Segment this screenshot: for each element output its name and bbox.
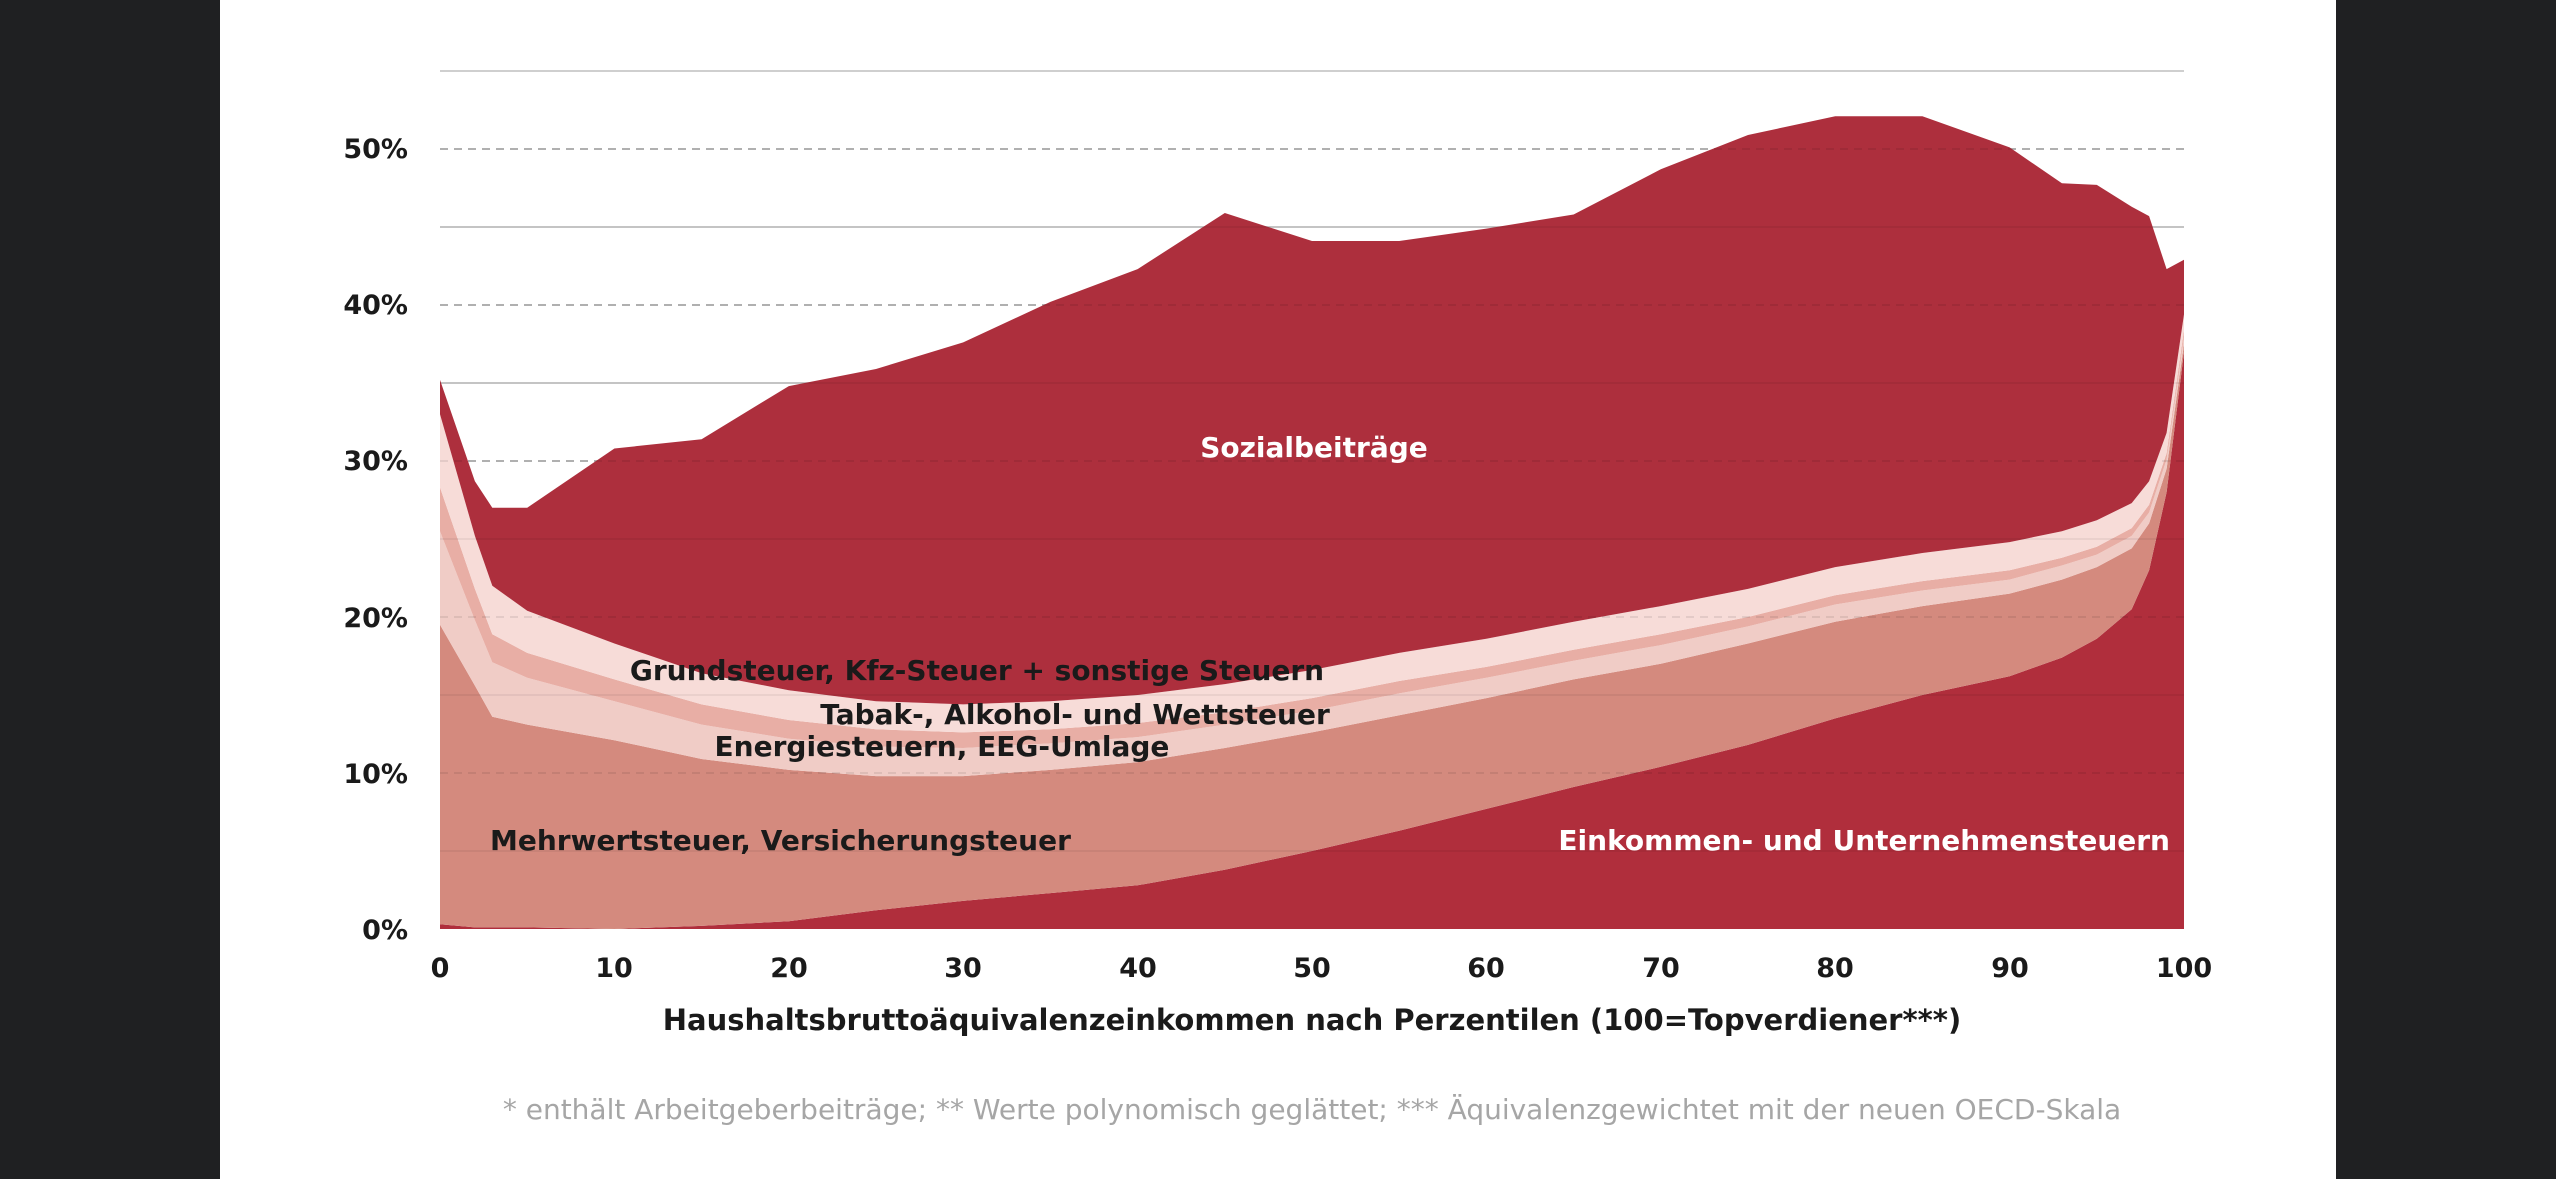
footnote: * enthält Arbeitgeberbeiträge; ** Werte … xyxy=(503,1093,2121,1126)
x-tick-label: 10 xyxy=(595,953,633,984)
y-tick-label: 30% xyxy=(343,446,408,477)
y-tick-label: 20% xyxy=(343,603,408,634)
series-label-mehrwertsteuer: Mehrwertsteuer, Versicherungsteuer xyxy=(490,824,1071,857)
x-tick-label: 90 xyxy=(1991,953,2029,984)
y-tick-label: 0% xyxy=(362,915,408,946)
series-label-einkommensteuer: Einkommen- und Unternehmensteuern xyxy=(1558,824,2170,857)
overlay-grid-lines xyxy=(440,148,2184,852)
y-tick-label: 10% xyxy=(343,759,408,790)
x-tick-label: 60 xyxy=(1467,953,1505,984)
x-tick-label: 40 xyxy=(1119,953,1157,984)
y-tick-label: 50% xyxy=(343,134,408,165)
x-tick-label: 50 xyxy=(1293,953,1331,984)
area-series xyxy=(440,116,2184,929)
x-tick-label: 0 xyxy=(431,953,450,984)
area-series-2 xyxy=(440,336,2184,777)
series-label-energie: Energiesteuern, EEG-Umlage xyxy=(715,730,1170,763)
area-series-0 xyxy=(440,351,2184,929)
series-labels: Sozialbeiträge Grundsteuer, Kfz-Steuer +… xyxy=(490,431,2170,857)
x-tick-label: 100 xyxy=(2156,953,2212,984)
area-series-1 xyxy=(440,344,2184,929)
x-tick-label: 80 xyxy=(1816,953,1854,984)
series-label-tabak: Tabak-, Alkohol- und Wettsteuer xyxy=(820,698,1330,731)
series-label-grundsteuer: Grundsteuer, Kfz-Steuer + sonstige Steue… xyxy=(630,654,1324,687)
axes: 0% 10% 20% 30% 40% 50% 0 10 20 30 40 50 … xyxy=(343,134,2212,1037)
y-tick-label: 40% xyxy=(343,290,408,321)
area-series-5 xyxy=(440,116,2184,705)
series-label-sozialbeitraege: Sozialbeiträge xyxy=(1200,431,1428,464)
x-tick-label: 20 xyxy=(770,953,808,984)
x-tick-label: 30 xyxy=(944,953,982,984)
x-tick-label: 70 xyxy=(1642,953,1680,984)
x-axis-title: Haushaltsbruttoäquivalenzeinkommen nach … xyxy=(663,1003,1961,1037)
